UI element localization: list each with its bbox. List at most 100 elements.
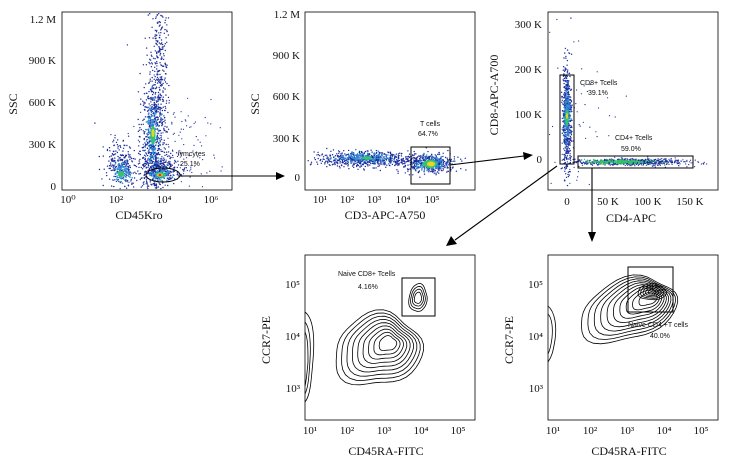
- event-dot: [388, 160, 390, 162]
- event-dot: [563, 97, 565, 99]
- event-dot: [144, 145, 146, 148]
- event-dot: [151, 62, 153, 64]
- event-dot: [147, 128, 150, 130]
- event-dot: [621, 159, 623, 162]
- event-dot: [144, 37, 146, 39]
- event-dot: [610, 159, 612, 161]
- event-dot: [450, 158, 452, 161]
- event-dot: [172, 156, 174, 159]
- event-dot: [159, 73, 161, 76]
- event-dot: [310, 161, 313, 163]
- event-dot: [584, 104, 586, 106]
- panel-3-x-ticks: 0 50 K 100 K 150 K: [564, 196, 703, 208]
- event-dot: [157, 111, 159, 113]
- event-dot: [169, 172, 171, 174]
- event-dot: [442, 167, 444, 170]
- event-dot: [152, 118, 154, 121]
- event-dot: [156, 149, 159, 152]
- event-dot: [160, 149, 162, 151]
- event-dot: [562, 134, 565, 136]
- event-dot: [347, 164, 349, 166]
- event-dot: [119, 169, 121, 171]
- event-dot: [618, 158, 620, 160]
- event-dot: [154, 146, 156, 149]
- event-dot: [678, 162, 681, 164]
- panel-2-ytick: 1.2 M: [274, 9, 301, 21]
- event-dot: [566, 96, 568, 98]
- event-dot: [424, 155, 426, 157]
- event-dot: [345, 162, 347, 164]
- event-dot: [358, 152, 360, 154]
- panel-3-xtick: 100 K: [634, 196, 661, 208]
- event-dot: [147, 169, 150, 171]
- event-dot: [333, 156, 335, 159]
- event-dot: [159, 81, 161, 84]
- event-dot: [561, 142, 563, 144]
- event-dot: [153, 122, 155, 124]
- event-dot: [570, 101, 573, 103]
- event-dot: [163, 45, 166, 47]
- event-dot: [563, 141, 566, 143]
- event-dot: [390, 160, 393, 162]
- event-dot: [414, 165, 417, 168]
- event-dot: [132, 157, 135, 160]
- event-dot: [578, 40, 580, 42]
- event-dot: [567, 127, 570, 129]
- event-dot: [665, 157, 667, 160]
- event-dot: [168, 155, 170, 157]
- event-dot: [177, 160, 179, 162]
- event-dot: [363, 161, 365, 163]
- event-dot: [567, 96, 569, 98]
- event-dot: [664, 164, 666, 166]
- event-dot: [364, 160, 367, 163]
- event-dot: [127, 153, 130, 155]
- event-dot: [367, 161, 369, 164]
- event-dot: [164, 22, 166, 24]
- event-dot: [166, 172, 168, 174]
- event-dot: [157, 125, 159, 127]
- event-dot: [193, 144, 195, 146]
- event-dot: [635, 158, 637, 160]
- event-dot: [381, 157, 383, 159]
- event-dot: [172, 167, 175, 169]
- event-dot: [164, 81, 167, 83]
- event-dot: [407, 150, 409, 152]
- event-dot: [161, 164, 163, 167]
- event-dot: [567, 135, 570, 137]
- panel-3-gate-cd4: [577, 155, 694, 169]
- event-dot: [610, 163, 612, 165]
- event-dot: [148, 61, 150, 64]
- event-dot: [338, 165, 341, 168]
- event-dot: [428, 171, 430, 173]
- event-dot: [565, 157, 567, 159]
- event-dot: [356, 165, 358, 168]
- event-dot: [165, 64, 167, 66]
- event-dot: [413, 167, 416, 170]
- event-dot: [154, 29, 156, 32]
- event-dot: [569, 142, 571, 144]
- event-dot: [152, 115, 154, 117]
- event-dot: [155, 136, 158, 138]
- event-dot: [152, 87, 154, 90]
- event-dot: [578, 165, 580, 167]
- panel-2-ytick: 600 K: [273, 91, 300, 103]
- event-dot: [405, 161, 408, 163]
- event-dot: [127, 135, 130, 137]
- event-dot: [147, 152, 150, 154]
- event-dot: [129, 176, 131, 178]
- event-dot: [404, 162, 406, 165]
- event-dot: [630, 165, 632, 167]
- event-dot: [670, 158, 672, 160]
- event-dot: [149, 174, 151, 177]
- event-dot: [129, 158, 131, 160]
- event-dot: [447, 170, 449, 172]
- event-dot: [166, 164, 168, 166]
- event-dot: [387, 157, 389, 160]
- event-dot: [677, 160, 679, 162]
- event-dot: [428, 170, 430, 172]
- event-dot: [336, 165, 339, 167]
- contour-line: [645, 287, 659, 296]
- event-dot: [570, 134, 573, 136]
- event-dot: [201, 145, 203, 147]
- event-dot: [150, 162, 153, 164]
